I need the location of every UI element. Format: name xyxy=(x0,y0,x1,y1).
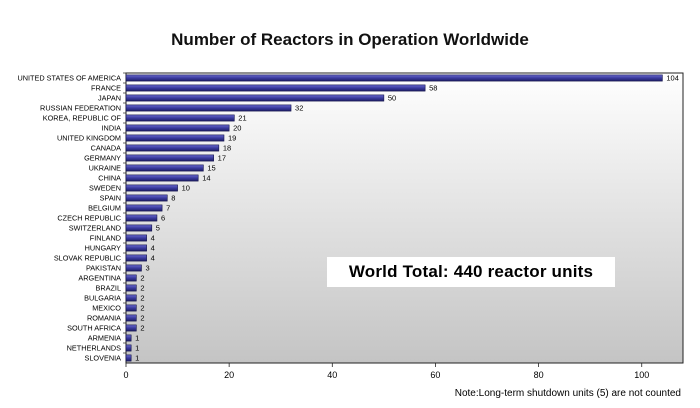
footnote: Note:Long-term shutdown units (5) are no… xyxy=(454,388,681,399)
x-tick-label: 80 xyxy=(534,370,544,380)
category-label: UNITED KINGDOM xyxy=(57,134,121,143)
category-label: BULGARIA xyxy=(84,294,121,303)
bar-czech-republic xyxy=(125,214,158,222)
category-label: UNITED STATES OF AMERICA xyxy=(17,74,121,83)
data-label: 2 xyxy=(140,294,144,303)
category-label: CANADA xyxy=(91,144,122,153)
data-label: 20 xyxy=(233,124,241,133)
bar-korea-republic-of xyxy=(125,114,235,122)
category-label: CHINA xyxy=(98,174,121,183)
category-label: SLOVAK REPUBLIC xyxy=(54,254,121,263)
data-label: 6 xyxy=(161,214,165,223)
category-label: SLOVENIA xyxy=(85,354,122,363)
bar-united-states-of-america xyxy=(125,74,663,82)
data-label: 1 xyxy=(135,344,139,353)
data-label: 4 xyxy=(151,244,155,253)
data-label: 58 xyxy=(429,84,437,93)
category-label: CZECH REPUBLIC xyxy=(57,214,121,223)
category-label: NETHERLANDS xyxy=(67,344,121,353)
data-label: 1 xyxy=(135,334,139,343)
x-tick-label: 60 xyxy=(430,370,440,380)
bar-switzerland xyxy=(125,224,153,232)
bar-bulgaria xyxy=(125,294,137,302)
bar-south-africa xyxy=(125,324,137,332)
x-tick-label: 40 xyxy=(327,370,337,380)
data-label: 2 xyxy=(140,314,144,323)
world-total-annotation: World Total: 440 reactor units xyxy=(327,257,615,287)
bar-japan xyxy=(125,94,385,102)
bar-sweden xyxy=(125,184,178,192)
category-label: SOUTH AFRICA xyxy=(67,324,121,333)
category-label: SWEDEN xyxy=(89,184,121,193)
data-label: 19 xyxy=(228,134,236,143)
bar-russian-federation xyxy=(125,104,292,112)
data-label: 15 xyxy=(207,164,215,173)
bar-china xyxy=(125,174,199,182)
data-label: 7 xyxy=(166,204,170,213)
category-label: ARMENIA xyxy=(88,334,121,343)
category-label: BELGIUM xyxy=(88,204,121,213)
data-label: 32 xyxy=(295,104,303,113)
data-label: 14 xyxy=(202,174,210,183)
category-label: FRANCE xyxy=(91,84,121,93)
data-label: 1 xyxy=(135,354,139,363)
data-label: 104 xyxy=(666,74,679,83)
data-label: 21 xyxy=(238,114,246,123)
data-label: 10 xyxy=(182,184,190,193)
data-label: 2 xyxy=(140,284,144,293)
data-label: 3 xyxy=(145,264,149,273)
category-label: UKRAINE xyxy=(89,164,122,173)
bar-belgium xyxy=(125,204,163,212)
bar-hungary xyxy=(125,244,147,252)
bar-finland xyxy=(125,234,147,242)
category-label: PAKISTAN xyxy=(86,264,121,273)
bar-brazil xyxy=(125,284,137,292)
data-label: 2 xyxy=(140,324,144,333)
category-label: MEXICO xyxy=(92,304,121,313)
category-label: HUNGARY xyxy=(85,244,121,253)
x-tick-label: 20 xyxy=(224,370,234,380)
bar-india xyxy=(125,124,230,132)
data-label: 18 xyxy=(223,144,231,153)
category-label: SPAIN xyxy=(100,194,121,203)
category-label: INDIA xyxy=(102,124,122,133)
category-label: ROMANIA xyxy=(87,314,121,323)
data-label: 8 xyxy=(171,194,175,203)
bar-ukraine xyxy=(125,164,204,172)
category-label: ARGENTINA xyxy=(78,274,121,283)
data-label: 17 xyxy=(218,154,226,163)
category-label: GERMANY xyxy=(84,154,121,163)
data-label: 5 xyxy=(156,224,160,233)
category-label: FINLAND xyxy=(90,234,121,243)
bar-france xyxy=(125,84,426,92)
bar-mexico xyxy=(125,304,137,312)
data-label: 50 xyxy=(388,94,396,103)
bar-pakistan xyxy=(125,264,142,272)
bar-canada xyxy=(125,144,220,152)
bar-germany xyxy=(125,154,214,162)
x-tick-label: 100 xyxy=(634,370,649,380)
bar-united-kingdom xyxy=(125,134,225,142)
category-label: SWITZERLAND xyxy=(69,224,121,233)
bar-argentina xyxy=(125,274,137,282)
bar-slovak-republic xyxy=(125,254,147,262)
data-label: 4 xyxy=(151,254,155,263)
category-label: BRAZIL xyxy=(95,284,121,293)
x-tick-label: 0 xyxy=(123,370,128,380)
category-label: KOREA, REPUBLIC OF xyxy=(43,114,122,123)
data-label: 4 xyxy=(151,234,155,243)
data-label: 2 xyxy=(140,274,144,283)
bar-romania xyxy=(125,314,137,322)
bar-spain xyxy=(125,194,168,202)
category-label: RUSSIAN FEDERATION xyxy=(40,104,121,113)
bar-netherlands xyxy=(125,344,132,352)
category-label: JAPAN xyxy=(98,94,121,103)
bar-armenia xyxy=(125,334,132,342)
bar-slovenia xyxy=(125,354,132,362)
data-label: 2 xyxy=(140,304,144,313)
chart-title: Number of Reactors in Operation Worldwid… xyxy=(171,30,529,49)
